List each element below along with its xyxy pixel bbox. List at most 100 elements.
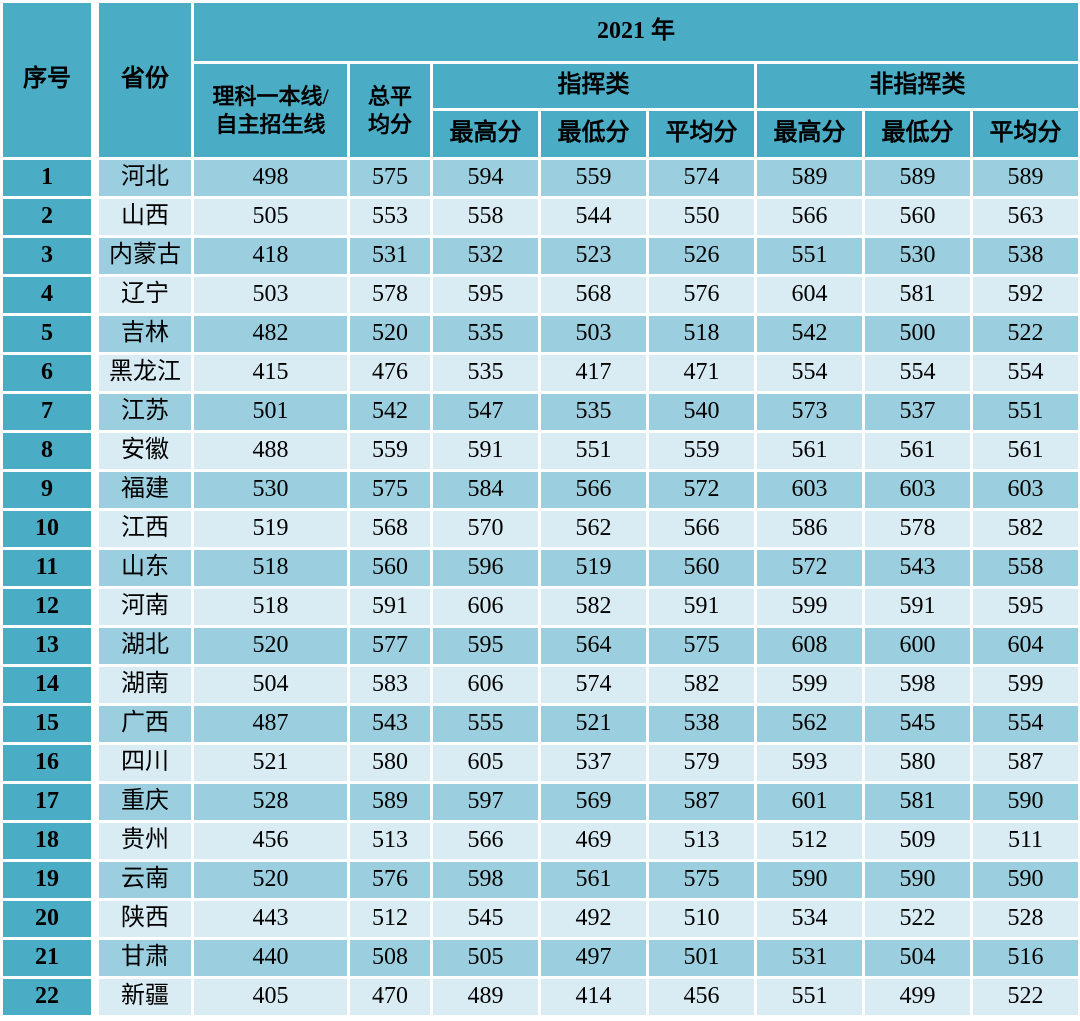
admission-line-score: 519 — [194, 511, 347, 547]
total-avg-score: 470 — [350, 979, 430, 1015]
command-max-score: 605 — [433, 745, 538, 781]
province-name: 甘肃 — [99, 940, 191, 976]
province-name: 重庆 — [99, 784, 191, 820]
command-min-score: 414 — [541, 979, 646, 1015]
command-min-score: 569 — [541, 784, 646, 820]
command-avg-score: 471 — [649, 355, 754, 391]
admission-line-score: 415 — [194, 355, 347, 391]
row-index: 16 — [3, 745, 96, 781]
admission-line-score: 456 — [194, 823, 347, 859]
row-index: 21 — [3, 940, 96, 976]
header-command-group: 指挥类 — [433, 64, 754, 108]
noncommand-min-score: 499 — [865, 979, 970, 1015]
total-avg-score: 508 — [350, 940, 430, 976]
command-max-score: 595 — [433, 628, 538, 664]
noncommand-avg-score: 590 — [973, 862, 1078, 898]
table-row: 12 河南 518 591 606 582 591 599 591 595 — [3, 589, 1078, 625]
header-command-max: 最高分 — [433, 111, 538, 157]
table-row: 19 云南 520 576 598 561 575 590 590 590 — [3, 862, 1078, 898]
noncommand-min-score: 545 — [865, 706, 970, 742]
total-avg-score: 531 — [350, 238, 430, 274]
total-avg-score: 576 — [350, 862, 430, 898]
header-non-command-group: 非指挥类 — [757, 64, 1078, 108]
command-max-score: 545 — [433, 901, 538, 937]
province-name: 山西 — [99, 199, 191, 235]
command-min-score: 562 — [541, 511, 646, 547]
noncommand-avg-score: 603 — [973, 472, 1078, 508]
noncommand-min-score: 500 — [865, 316, 970, 352]
command-min-score: 497 — [541, 940, 646, 976]
row-index: 15 — [3, 706, 96, 742]
command-max-score: 584 — [433, 472, 538, 508]
noncommand-min-score: 504 — [865, 940, 970, 976]
admission-line-score: 405 — [194, 979, 347, 1015]
command-avg-score: 574 — [649, 160, 754, 196]
row-index: 17 — [3, 784, 96, 820]
province-name: 内蒙古 — [99, 238, 191, 274]
total-avg-score: 476 — [350, 355, 430, 391]
noncommand-avg-score: 554 — [973, 355, 1078, 391]
header-command-avg: 平均分 — [649, 111, 754, 157]
header-province: 省份 — [99, 3, 191, 157]
header-total-avg-l2: 均分 — [367, 111, 412, 137]
province-name: 江苏 — [99, 394, 191, 430]
table-row: 15 广西 487 543 555 521 538 562 545 554 — [3, 706, 1078, 742]
header-row-subcols: 最高分 最低分 平均分 最高分 最低分 平均分 — [3, 111, 1078, 157]
total-avg-score: 553 — [350, 199, 430, 235]
header-noncommand-max: 最高分 — [757, 111, 862, 157]
noncommand-avg-score: 522 — [973, 316, 1078, 352]
noncommand-max-score: 589 — [757, 160, 862, 196]
admission-line-score: 443 — [194, 901, 347, 937]
command-avg-score: 538 — [649, 706, 754, 742]
header-admission-line: 理科一本线/ 自主招生线 — [194, 64, 347, 157]
command-max-score: 535 — [433, 316, 538, 352]
table-row: 7 江苏 501 542 547 535 540 573 537 551 — [3, 394, 1078, 430]
noncommand-min-score: 509 — [865, 823, 970, 859]
noncommand-min-score: 560 — [865, 199, 970, 235]
table-row: 17 重庆 528 589 597 569 587 601 581 590 — [3, 784, 1078, 820]
table-row: 4 辽宁 503 578 595 568 576 604 581 592 — [3, 277, 1078, 313]
command-max-score: 547 — [433, 394, 538, 430]
province-name: 湖北 — [99, 628, 191, 664]
noncommand-max-score: 542 — [757, 316, 862, 352]
header-command-min: 最低分 — [541, 111, 646, 157]
table-row: 14 湖南 504 583 606 574 582 599 598 599 — [3, 667, 1078, 703]
admission-line-score: 503 — [194, 277, 347, 313]
total-avg-score: 580 — [350, 745, 430, 781]
command-avg-score: 540 — [649, 394, 754, 430]
row-index: 3 — [3, 238, 96, 274]
command-avg-score: 572 — [649, 472, 754, 508]
noncommand-min-score: 537 — [865, 394, 970, 430]
command-max-score: 606 — [433, 589, 538, 625]
admission-line-score: 504 — [194, 667, 347, 703]
total-avg-score: 577 — [350, 628, 430, 664]
header-total-avg: 总平 均分 — [350, 64, 430, 157]
province-name: 黑龙江 — [99, 355, 191, 391]
noncommand-max-score: 608 — [757, 628, 862, 664]
noncommand-min-score: 522 — [865, 901, 970, 937]
province-name: 辽宁 — [99, 277, 191, 313]
noncommand-avg-score: 587 — [973, 745, 1078, 781]
command-max-score: 594 — [433, 160, 538, 196]
command-min-score: 564 — [541, 628, 646, 664]
header-noncommand-avg: 平均分 — [973, 111, 1078, 157]
noncommand-avg-score: 590 — [973, 784, 1078, 820]
header-year: 2021 年 — [194, 3, 1078, 61]
noncommand-min-score: 561 — [865, 433, 970, 469]
noncommand-min-score: 598 — [865, 667, 970, 703]
noncommand-max-score: 551 — [757, 979, 862, 1015]
total-avg-score: 578 — [350, 277, 430, 313]
noncommand-min-score: 554 — [865, 355, 970, 391]
command-min-score: 551 — [541, 433, 646, 469]
row-index: 19 — [3, 862, 96, 898]
command-max-score: 591 — [433, 433, 538, 469]
province-name: 河北 — [99, 160, 191, 196]
admission-line-score: 521 — [194, 745, 347, 781]
command-max-score: 596 — [433, 550, 538, 586]
row-index: 4 — [3, 277, 96, 313]
table-row: 11 山东 518 560 596 519 560 572 543 558 — [3, 550, 1078, 586]
command-max-score: 555 — [433, 706, 538, 742]
province-name: 新疆 — [99, 979, 191, 1015]
total-avg-score: 575 — [350, 160, 430, 196]
